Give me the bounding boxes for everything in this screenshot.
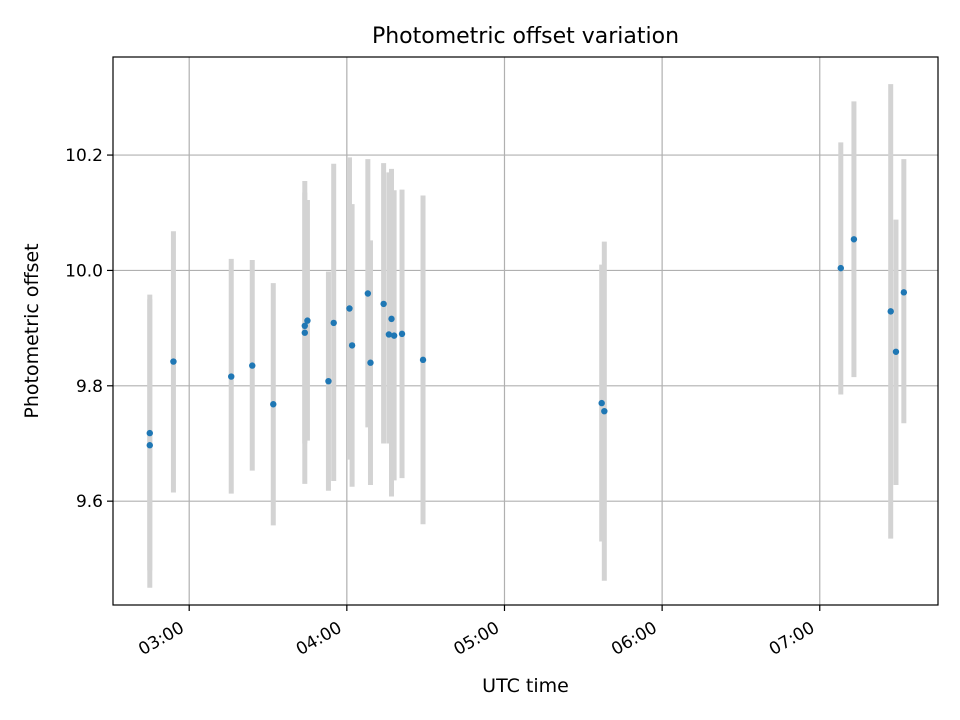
data-point: [249, 362, 256, 369]
x-axis-label: UTC time: [482, 675, 569, 697]
y-axis-label: Photometric offset: [21, 243, 43, 418]
data-point: [385, 331, 393, 338]
data-point: [837, 264, 844, 272]
data-point: [348, 342, 356, 349]
data-point: [380, 300, 387, 308]
data-point: [301, 322, 308, 330]
data-point: [325, 377, 332, 385]
data-point: [301, 329, 308, 336]
data-point: [270, 401, 277, 408]
data-point: [390, 332, 398, 339]
data-point: [419, 356, 427, 364]
data-point: [228, 373, 235, 380]
y-axis-ticks: 9.6 9.8 10.0 10.2: [65, 146, 113, 512]
plot-frame: [112, 56, 939, 606]
y-tick-label: 9.6: [76, 492, 103, 512]
data-point: [146, 442, 153, 449]
data-point: [598, 399, 605, 407]
data-point: [892, 348, 900, 355]
y-tick-label: 10.2: [65, 146, 103, 166]
data-point: [170, 358, 177, 365]
y-tick-label: 10.0: [65, 261, 103, 281]
data-point: [850, 236, 858, 243]
data-point: [146, 429, 153, 437]
data-point: [887, 308, 894, 315]
data-point: [398, 330, 406, 338]
data-points: [146, 236, 908, 449]
data-point: [367, 359, 374, 366]
chart-title: Photometric offset variation: [372, 24, 679, 49]
data-point: [304, 317, 311, 324]
data-point: [330, 319, 337, 327]
data-point: [388, 315, 395, 323]
y-tick-label: 9.8: [76, 377, 103, 397]
data-point: [364, 290, 372, 297]
data-point: [346, 305, 353, 312]
data-point: [601, 407, 608, 415]
data-point: [900, 289, 908, 296]
